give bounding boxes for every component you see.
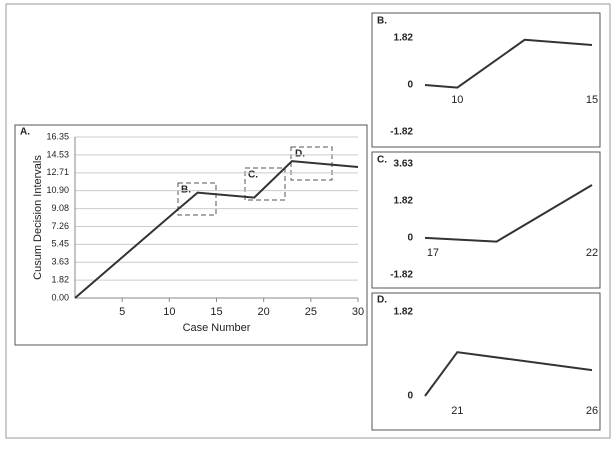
x-tick-label: 21 xyxy=(451,405,463,417)
zoom-box-b xyxy=(177,182,217,216)
y-tick-label: 3.63 xyxy=(51,257,69,267)
y-tick-label: 0 xyxy=(407,233,413,244)
outer-frame xyxy=(5,3,611,439)
y-tick-label: 9.08 xyxy=(51,203,69,213)
x-tick-label: 22 xyxy=(586,247,598,259)
data-line xyxy=(424,38,593,89)
x-tick-label: 5 xyxy=(119,306,125,318)
panel-title: C. xyxy=(377,155,387,166)
x-axis-label: Case Number xyxy=(183,322,251,334)
zoom-box-d xyxy=(290,146,333,181)
y-tick-label: 5.45 xyxy=(51,239,69,249)
y-tick-label: 1.82 xyxy=(394,33,414,44)
x-tick-label: 17 xyxy=(427,247,439,259)
zoom-label: B. xyxy=(181,185,191,196)
x-tick-label: 30 xyxy=(352,306,364,318)
x-tick-label: 15 xyxy=(210,306,222,318)
zoom-label: D. xyxy=(295,149,305,160)
y-tick-label: 1.82 xyxy=(394,196,414,207)
y-axis-label: Cusum Decision Intervals xyxy=(32,155,44,280)
x-tick-label: 25 xyxy=(305,306,317,318)
y-tick-label: 1.82 xyxy=(394,307,414,318)
panel-b-frame xyxy=(371,12,601,148)
x-tick-label: 10 xyxy=(451,94,463,106)
y-tick-label: -1.82 xyxy=(390,270,413,281)
panel-d-frame xyxy=(371,292,601,431)
zoom-label: C. xyxy=(248,170,258,181)
y-tick-label: 0 xyxy=(407,80,413,91)
panel-a-frame xyxy=(14,124,368,346)
x-tick-label: 15 xyxy=(586,94,598,106)
y-tick-label: 3.63 xyxy=(394,159,414,170)
panel-title: D. xyxy=(377,295,387,306)
x-tick-label: 10 xyxy=(163,306,175,318)
panel-title: B. xyxy=(377,16,387,27)
y-tick-label: -1.82 xyxy=(390,127,413,138)
y-tick-label: 16.35 xyxy=(46,131,69,141)
y-tick-label: 14.53 xyxy=(46,149,69,159)
y-tick-label: 0 xyxy=(407,391,413,402)
panel-title: A. xyxy=(20,127,30,138)
zoom-box-c xyxy=(244,167,286,201)
x-tick-label: 26 xyxy=(586,405,598,417)
y-tick-label: 10.90 xyxy=(46,185,69,195)
x-tick-label: 20 xyxy=(258,306,270,318)
data-line xyxy=(424,351,593,397)
y-tick-label: 0.00 xyxy=(51,292,69,302)
panel-c-frame xyxy=(371,151,601,289)
y-tick-label: 1.82 xyxy=(51,274,69,284)
data-line xyxy=(74,160,359,299)
y-tick-label: 12.71 xyxy=(46,167,69,177)
data-line xyxy=(424,184,593,243)
y-tick-label: 7.26 xyxy=(51,221,69,231)
